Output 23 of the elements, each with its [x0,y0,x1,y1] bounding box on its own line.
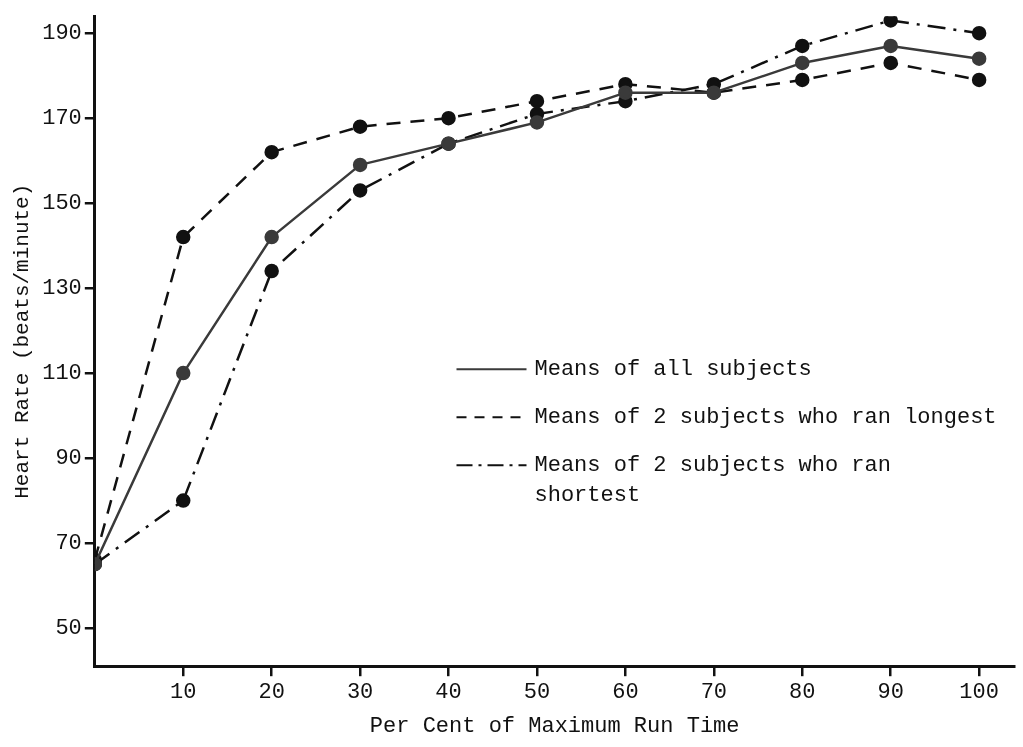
x-tick-label: 20 [258,680,285,706]
y-tick-label: 90 [55,445,82,471]
y-tick-label: 150 [42,190,82,216]
x-tick-label: 80 [789,680,816,706]
y-tick-label: 70 [55,530,82,556]
x-tick-label: 90 [877,680,904,706]
legend-label: Means of 2 subjects who ran longest [534,405,997,431]
y-tick-label: 170 [42,105,82,131]
y-axis-title: Heart Rate (beats/minute) [11,183,35,499]
legend-label: Means of 2 subjects who ran shortest [534,453,891,509]
x-tick-label: 50 [523,680,551,706]
y-tick-label: 110 [42,360,82,386]
legend-label: Means of all subjects [534,357,812,383]
x-tick-label: 100 [959,680,999,706]
y-tick-label: 190 [42,21,82,47]
x-tick-label: 30 [346,680,374,706]
y-tick-label: 130 [42,275,82,301]
x-tick-label: 60 [612,680,639,706]
x-axis-title: Per Cent of Maximum Run Time [369,713,740,739]
x-tick-label: 70 [700,680,728,706]
y-tick-label: 50 [55,615,82,641]
x-tick-label: 40 [435,680,462,706]
x-tick-label: 10 [170,680,197,706]
